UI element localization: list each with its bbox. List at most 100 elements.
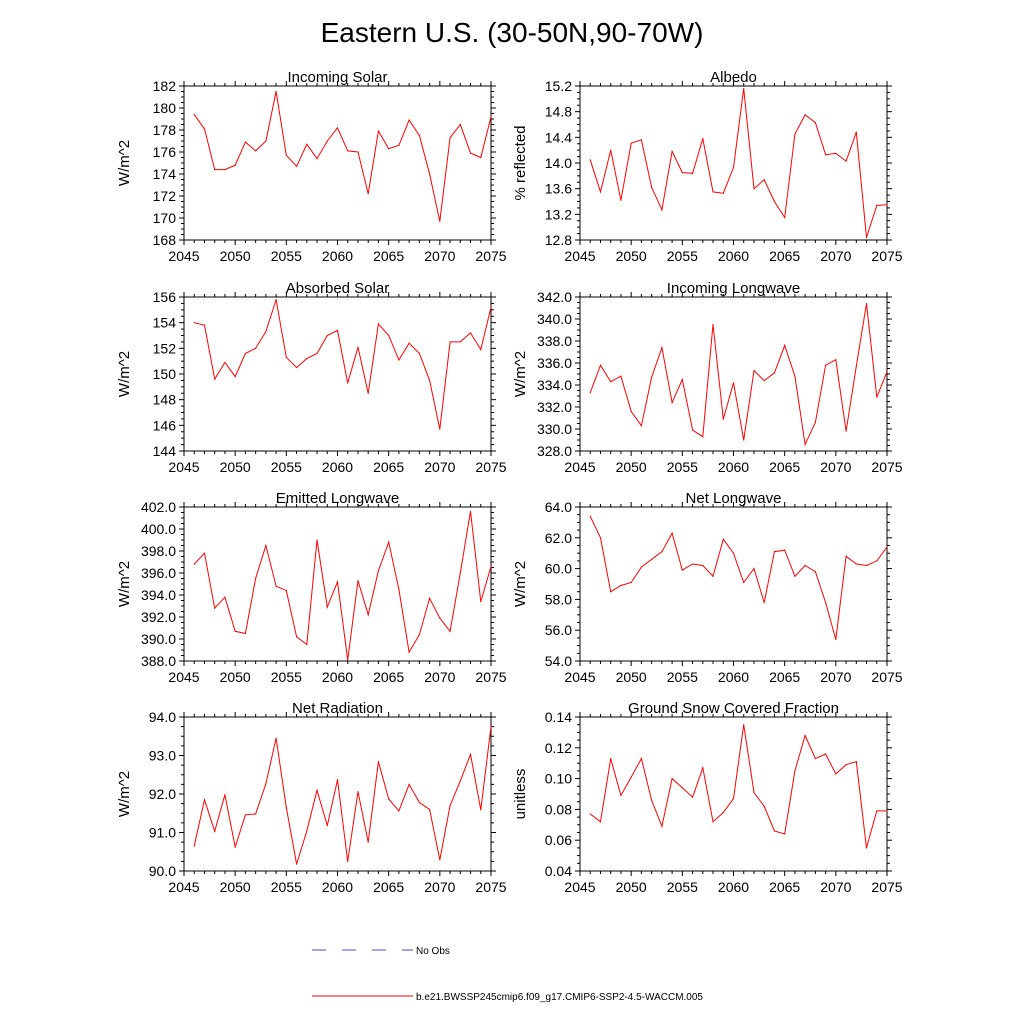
y-tick-label: 182 — [153, 78, 177, 94]
data-point — [886, 810, 888, 812]
x-tick-label: 2045 — [564, 459, 595, 475]
y-tick-label: 92.0 — [149, 786, 176, 802]
data-point — [449, 137, 451, 139]
data-point — [347, 150, 349, 152]
data-point — [610, 149, 612, 151]
data-point — [722, 192, 724, 194]
data-point — [763, 380, 765, 382]
data-point — [326, 606, 328, 608]
data-point — [418, 134, 420, 137]
data-point — [691, 796, 694, 798]
y-axis-label: W/m^2 — [116, 351, 133, 397]
y-tick-label: 14.8 — [545, 104, 572, 120]
data-point — [773, 551, 776, 553]
y-tick-label: 180 — [153, 100, 177, 116]
x-tick-label: 2045 — [168, 248, 199, 264]
data-point — [255, 813, 257, 815]
x-tick-label: 2050 — [220, 248, 251, 264]
x-tick-label: 2055 — [667, 669, 698, 685]
y-tick-label: 13.6 — [545, 181, 572, 197]
y-tick-label: 150 — [153, 366, 177, 382]
data-point — [214, 607, 216, 609]
data-point — [845, 160, 847, 162]
y-tick-label: 0.12 — [545, 740, 572, 756]
data-point — [784, 216, 786, 219]
plot-frame — [183, 85, 492, 241]
x-tick-label: 2050 — [220, 459, 251, 475]
data-point — [753, 370, 755, 372]
data-point — [347, 860, 349, 862]
x-tick-label: 2045 — [564, 248, 595, 264]
y-tick-label: 0.10 — [545, 771, 572, 787]
y-tick-label: 152 — [153, 340, 177, 356]
series-line — [589, 724, 887, 849]
y-tick-label: 90.0 — [149, 863, 176, 879]
data-point — [804, 443, 806, 445]
y-tick-label: 170 — [153, 210, 177, 226]
data-point — [886, 204, 888, 206]
data-point — [244, 141, 246, 143]
data-point — [640, 425, 643, 427]
data-point — [408, 651, 410, 653]
x-tick-label: 2070 — [820, 669, 851, 685]
data-point — [347, 382, 349, 384]
data-point — [589, 159, 591, 161]
data-point — [398, 359, 400, 361]
data-point — [610, 757, 612, 760]
data-point — [599, 364, 602, 366]
y-tick-label: 0.14 — [545, 709, 572, 725]
y-tick-label: 168 — [153, 232, 177, 248]
data-point — [480, 809, 482, 811]
data-point — [630, 776, 632, 778]
data-point — [671, 532, 673, 534]
data-point — [439, 220, 441, 222]
data-point — [681, 172, 683, 174]
panel-title: Ground Snow Covered Fraction — [628, 700, 839, 717]
data-point — [712, 191, 714, 193]
x-tick-label: 2065 — [373, 248, 404, 264]
data-point — [702, 564, 704, 567]
data-point — [712, 575, 714, 577]
x-tick-label: 2075 — [871, 248, 902, 264]
plot-frame — [579, 296, 888, 452]
data-point — [408, 119, 410, 121]
x-tick-label: 2070 — [424, 248, 455, 264]
y-tick-label: 388.0 — [141, 653, 176, 669]
data-point — [459, 341, 461, 343]
data-point — [835, 152, 837, 154]
data-point — [265, 783, 267, 785]
y-tick-label: 14.0 — [545, 155, 572, 171]
panels: Incoming Solar W/m^2 2045 2050 2055 2060 2065 2… — [116, 69, 903, 895]
y-tick-label: 58.0 — [545, 591, 572, 607]
data-point — [620, 199, 622, 201]
data-point — [651, 799, 653, 801]
data-point — [845, 555, 847, 557]
data-point — [610, 591, 612, 593]
x-tick-label: 2055 — [271, 879, 302, 895]
y-tick-label: 394.0 — [141, 587, 176, 603]
data-point — [855, 761, 857, 763]
x-tick-label: 2045 — [564, 879, 595, 895]
panel-ground-snow-covered-fraction: Ground Snow Covered Fraction unitless 2045… — [512, 700, 903, 895]
data-point — [439, 617, 441, 619]
data-point — [681, 787, 683, 789]
y-tick-label: 93.0 — [149, 748, 176, 764]
data-point — [459, 123, 461, 126]
data-point — [295, 366, 298, 369]
y-tick-label: 340.0 — [537, 311, 572, 327]
data-point — [490, 116, 492, 118]
data-point — [773, 200, 776, 203]
x-tick-label: 2050 — [616, 248, 647, 264]
data-point — [743, 439, 745, 441]
data-point — [722, 538, 724, 540]
data-point — [234, 375, 236, 378]
data-point — [845, 764, 847, 766]
y-axis-label: unitless — [512, 769, 529, 820]
data-point — [244, 352, 246, 355]
data-point — [804, 114, 806, 116]
x-tick-label: 2060 — [718, 459, 749, 475]
series-line — [193, 511, 492, 660]
data-point — [825, 601, 827, 604]
data-point — [671, 402, 673, 404]
panel-title: Incoming Longwave — [667, 280, 800, 297]
